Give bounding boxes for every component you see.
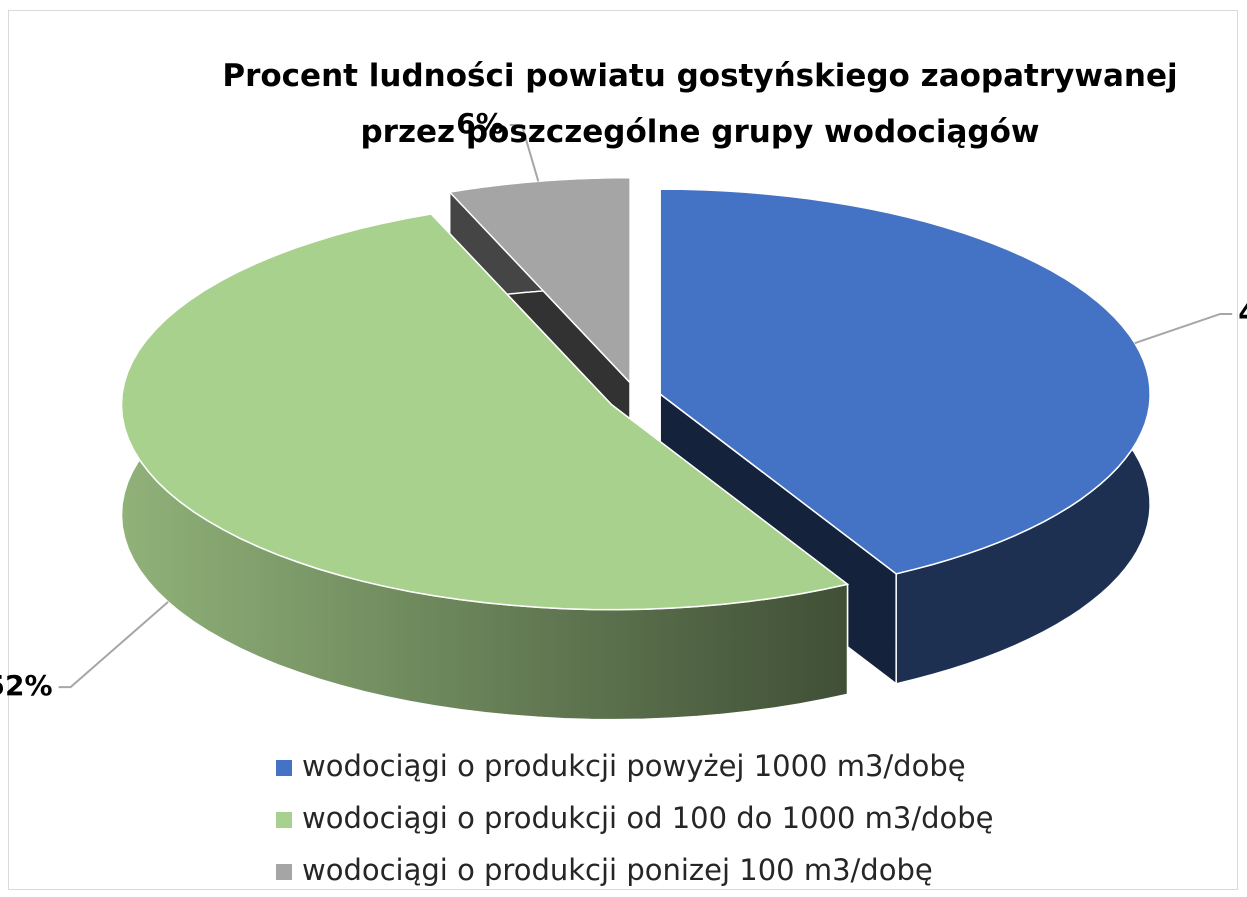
legend-label: wodociągi o produkcji powyżej 1000 m3/do…: [302, 749, 966, 783]
slice-top: [120, 213, 850, 611]
leader-line: [509, 124, 540, 182]
legend-swatch: [276, 760, 292, 776]
legend-label: wodociągi o produkcji ponizej 100 m3/dob…: [302, 853, 933, 887]
data-label: 42%: [1238, 296, 1247, 329]
pie-slice: [120, 212, 850, 721]
chart-frame: [8, 10, 1238, 890]
legend-label: wodociągi o produkcji od 100 do 1000 m3/…: [302, 801, 994, 835]
leader-line: [1134, 312, 1233, 345]
chart-title: Procent ludności powiatu gostyńskiego za…: [222, 58, 1178, 150]
data-label: 6%: [456, 107, 504, 140]
legend-swatch: [276, 864, 292, 880]
legend-swatch: [276, 812, 292, 828]
leader-line: [58, 601, 169, 689]
data-label: 52%: [0, 669, 53, 702]
